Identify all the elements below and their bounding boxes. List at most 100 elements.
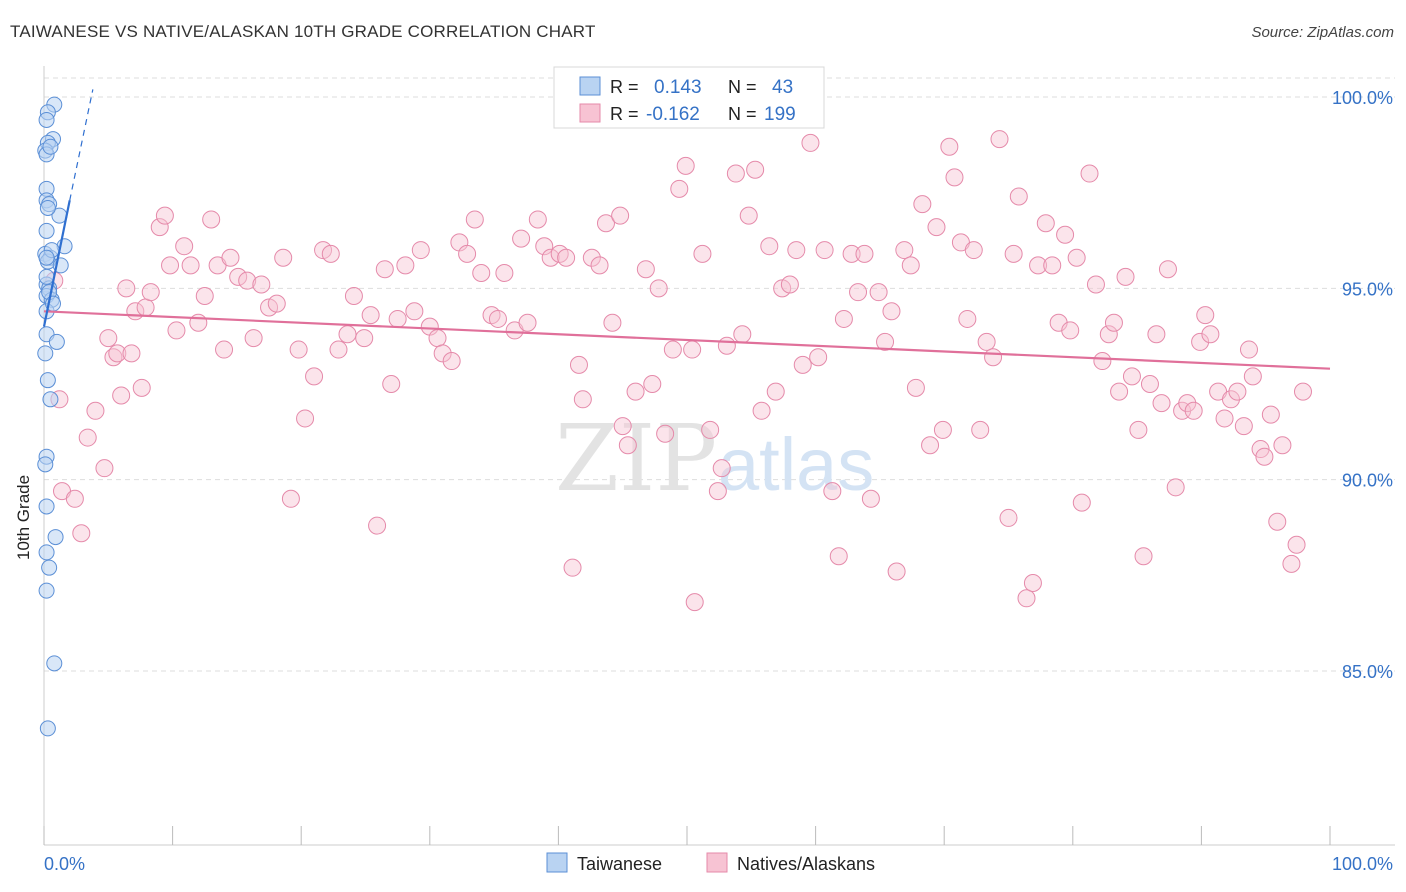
- native-point: [984, 348, 1003, 367]
- native-point: [882, 302, 901, 321]
- native-point: [712, 459, 731, 478]
- native-point: [305, 367, 324, 386]
- native-point: [252, 275, 271, 294]
- native-point: [244, 329, 263, 348]
- taiwanese-r-label: R =: [610, 77, 639, 97]
- native-point: [1134, 547, 1153, 566]
- native-point: [746, 160, 765, 179]
- native-point: [458, 244, 477, 263]
- native-trend-line: [43, 310, 1331, 370]
- native-point: [708, 482, 727, 501]
- legend-label-taiwanese: Taiwanese: [577, 854, 662, 874]
- native-point: [112, 386, 131, 405]
- native-point: [815, 241, 834, 260]
- native-point: [643, 375, 662, 393]
- native-point: [296, 409, 315, 428]
- native-point: [65, 489, 84, 508]
- native-point: [1158, 260, 1177, 279]
- native-point: [535, 237, 554, 256]
- native-point: [1184, 401, 1203, 420]
- taiwanese-point: [48, 333, 65, 350]
- native-point: [869, 283, 888, 302]
- native-point: [361, 306, 380, 325]
- native-point: [1093, 352, 1112, 371]
- y-tick-label: 90.0%: [1342, 471, 1393, 491]
- native-point: [823, 482, 842, 501]
- chart-title: TAIWANESE VS NATIVE/ALASKAN 10TH GRADE C…: [10, 22, 596, 41]
- native-point: [999, 508, 1018, 527]
- native-point: [596, 214, 615, 233]
- native-point: [518, 313, 537, 332]
- native-n-value: 199: [764, 104, 796, 125]
- native-point: [557, 248, 576, 267]
- watermark: ZIP atlas: [555, 405, 874, 512]
- native-point: [569, 355, 588, 374]
- native-point: [1221, 390, 1240, 409]
- taiwanese-r-value: 0.143: [654, 77, 702, 98]
- taiwanese-trend-line: [42, 200, 71, 327]
- native-point: [670, 179, 689, 198]
- native-point: [405, 302, 424, 321]
- native-point: [906, 378, 925, 397]
- native-point: [618, 436, 637, 455]
- y-tick-label: 95.0%: [1342, 279, 1393, 299]
- native-point: [1072, 493, 1091, 512]
- native-point: [582, 248, 601, 267]
- native-point: [887, 562, 906, 581]
- native-point: [195, 286, 214, 305]
- native-point: [834, 309, 853, 328]
- native-point: [1129, 420, 1148, 439]
- native-point: [1056, 225, 1075, 244]
- native-point: [488, 309, 507, 328]
- native-point: [603, 313, 622, 332]
- native-point: [495, 264, 514, 283]
- native-point: [1287, 535, 1306, 554]
- native-point: [181, 256, 200, 275]
- native-point: [1215, 409, 1234, 428]
- native-point: [1166, 478, 1185, 497]
- native-point: [1140, 375, 1159, 393]
- native-point: [512, 229, 531, 248]
- native-point: [442, 352, 461, 371]
- native-point: [1273, 436, 1292, 455]
- native-point: [683, 340, 702, 359]
- native-point: [1004, 244, 1023, 263]
- native-point: [150, 218, 169, 237]
- native-point: [1099, 325, 1118, 344]
- native-point: [901, 256, 920, 275]
- native-point: [829, 547, 848, 566]
- native-point: [1086, 275, 1105, 294]
- native-point: [1009, 187, 1028, 206]
- native-point: [1282, 554, 1301, 573]
- native-point: [161, 256, 180, 275]
- native-point: [1196, 306, 1215, 325]
- native-point: [267, 294, 286, 313]
- native-point: [649, 279, 668, 298]
- native-point: [141, 283, 160, 302]
- native-point: [1178, 394, 1197, 413]
- native-point: [202, 210, 221, 229]
- series-legend: Taiwanese Natives/Alaskans: [546, 852, 875, 874]
- native-point: [958, 309, 977, 328]
- native-point: [590, 256, 609, 275]
- native-point: [701, 420, 720, 439]
- taiwanese-swatch: [579, 76, 601, 96]
- x-tick-label-max: 100.0%: [1332, 854, 1393, 874]
- native-point: [613, 417, 632, 436]
- native-point: [289, 340, 308, 359]
- native-point: [1152, 394, 1171, 413]
- native-point: [861, 489, 880, 508]
- taiwanese-point: [47, 529, 64, 546]
- native-point: [167, 321, 186, 340]
- native-point: [1268, 512, 1287, 531]
- native-point: [368, 516, 387, 535]
- taiwanese-points: [37, 96, 73, 737]
- native-point: [355, 329, 374, 348]
- native-point: [72, 524, 91, 543]
- native-point: [855, 244, 874, 263]
- native-n-label: N =: [728, 104, 757, 124]
- native-point: [472, 264, 491, 283]
- native-point: [1110, 382, 1129, 401]
- native-point: [752, 401, 771, 420]
